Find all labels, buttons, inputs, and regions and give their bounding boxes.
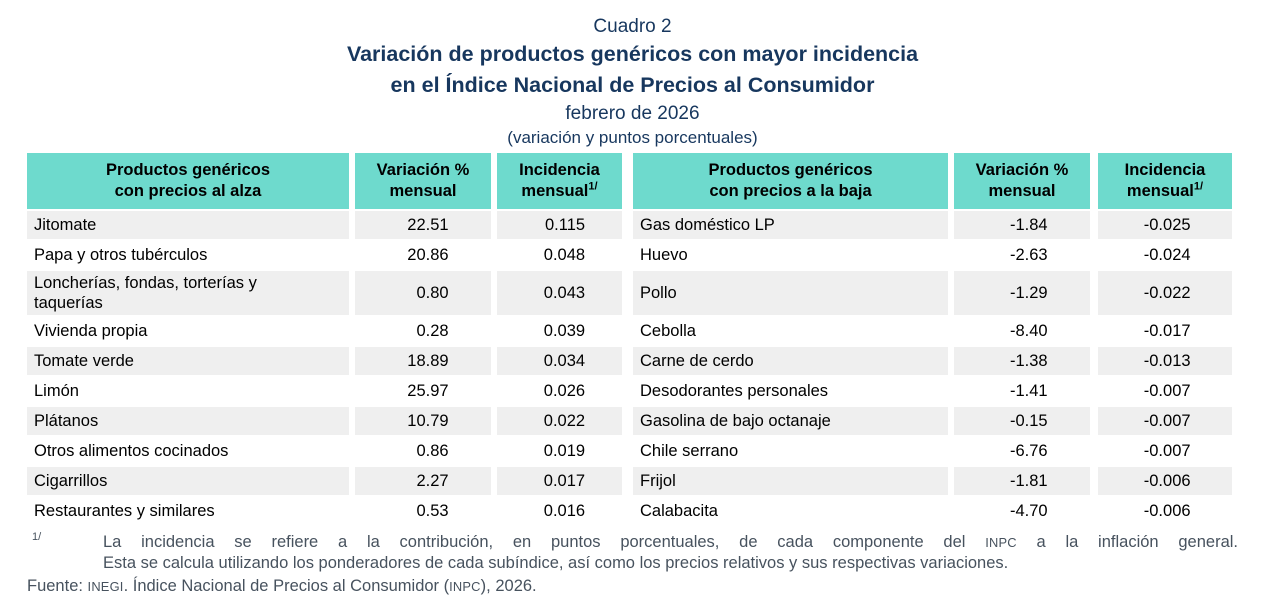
table-row: Plátanos 10.79 0.022 Gasolina de bajo oc… xyxy=(27,407,1232,436)
incidence-down: -0.017 xyxy=(1143,321,1191,340)
table-row: Limón 25.97 0.026 Desodorantes personale… xyxy=(27,377,1232,405)
incidence-down: -0.024 xyxy=(1143,245,1191,264)
product-name-down: Pollo xyxy=(633,271,948,316)
product-name-up: Vivienda propia xyxy=(34,322,148,341)
product-name-up: Jitomate xyxy=(27,211,349,240)
variation-up: 25.97 xyxy=(407,381,449,400)
variation-up: 20.86 xyxy=(407,245,449,264)
footnote-text: La incidencia se refiere a la contribuci… xyxy=(27,532,1238,574)
incidence-up: 0.017 xyxy=(497,467,622,496)
incidence-up: 0.039 xyxy=(543,321,586,340)
table-header-row: Productos genéricos con precios al alza … xyxy=(27,153,1232,210)
page-title-line1: Variación de productos genéricos con may… xyxy=(346,41,919,66)
incidence-up: 0.026 xyxy=(543,381,586,400)
incidence-down: -0.007 xyxy=(1143,381,1191,400)
units-label: (variación y puntos porcentuales) xyxy=(507,127,758,147)
variation-up: 2.27 xyxy=(355,467,491,496)
variation-up: 0.80 xyxy=(355,271,491,316)
table-row: Vivienda propia 0.28 0.039 Cebolla -8.40… xyxy=(27,317,1232,345)
product-name-up: Otros alimentos cocinados xyxy=(34,442,229,461)
page-title-line2: en el Índice Nacional de Precios al Cons… xyxy=(390,72,875,97)
product-name-up: Limón xyxy=(34,382,79,401)
product-name-up: Papa y otros tubérculos xyxy=(34,245,208,264)
product-name-down: Calabacita xyxy=(640,502,718,521)
incidence-down: -0.007 xyxy=(1143,441,1191,460)
product-name-up: Loncherías, fondas, torterías y taquería… xyxy=(27,271,349,316)
header-incidencia-baja: Incidencia mensual1/ xyxy=(1098,153,1232,210)
header-variacion-alza: Variación % mensual xyxy=(355,153,491,210)
variation-down: -8.40 xyxy=(1009,321,1048,340)
footnote-line2: Esta se calcula utilizando los ponderado… xyxy=(103,554,1009,573)
incidence-up: 0.034 xyxy=(497,347,622,376)
product-name-down: Chile serrano xyxy=(640,442,739,461)
header-productos-alza: Productos genéricos con precios al alza xyxy=(27,153,349,210)
product-name-down: Frijol xyxy=(633,467,948,496)
header-productos-baja: Productos genéricos con precios a la baj… xyxy=(633,153,948,210)
header-incidencia-alza: Incidencia mensual1/ xyxy=(497,153,622,210)
incidence-down: -0.013 xyxy=(1098,347,1232,376)
title-block: Cuadro 2 Variación de productos genérico… xyxy=(0,15,1265,148)
variation-up: 0.53 xyxy=(416,501,449,520)
footnote-line1: La incidencia se refiere a la contribuci… xyxy=(103,533,1238,552)
variation-up: 18.89 xyxy=(355,347,491,376)
variation-down: -1.41 xyxy=(1009,381,1048,400)
incidence-up: 0.022 xyxy=(497,407,622,436)
data-table: Productos genéricos con precios al alza … xyxy=(27,153,1232,525)
variation-down: -0.15 xyxy=(954,407,1090,436)
product-name-down: Huevo xyxy=(640,245,688,264)
incidence-up: 0.019 xyxy=(543,441,586,460)
variation-down: -6.76 xyxy=(1009,441,1048,460)
product-name-down: Cebolla xyxy=(640,322,696,341)
product-name-down: Carne de cerdo xyxy=(633,347,948,376)
page: Cuadro 2 Variación de productos genérico… xyxy=(0,15,1265,596)
variation-up: 0.28 xyxy=(416,321,449,340)
product-name-down: Gasolina de bajo octanaje xyxy=(633,407,948,436)
variation-down: -1.29 xyxy=(954,271,1090,316)
table-number: Cuadro 2 xyxy=(593,16,672,37)
source-line: Fuente: INEGI. Índice Nacional de Precio… xyxy=(27,576,537,595)
table-row: Restaurantes y similares 0.53 0.016 Cala… xyxy=(27,497,1232,525)
incidence-down: -0.022 xyxy=(1098,271,1232,316)
incidence-down: -0.006 xyxy=(1143,501,1191,520)
product-name-up: Tomate verde xyxy=(27,347,349,376)
incidence-up: 0.048 xyxy=(543,245,586,264)
incidence-down: -0.025 xyxy=(1098,211,1232,240)
product-name-up: Plátanos xyxy=(27,407,349,436)
table-row: Otros alimentos cocinados 0.86 0.019 Chi… xyxy=(27,437,1232,465)
product-name-up: Cigarrillos xyxy=(27,467,349,496)
variation-down: -1.38 xyxy=(954,347,1090,376)
variation-down: -4.70 xyxy=(1009,501,1048,520)
half-gap xyxy=(622,153,633,209)
incidence-down: -0.006 xyxy=(1098,467,1232,496)
table-row: Loncherías, fondas, torterías y taquería… xyxy=(27,271,1232,316)
footnote-block: 1/ La incidencia se refiere a la contrib… xyxy=(27,531,1238,596)
incidence-up: 0.115 xyxy=(497,211,622,240)
variation-up: 10.79 xyxy=(355,407,491,436)
period-label: febrero de 2026 xyxy=(565,103,700,125)
table-row: Tomate verde 18.89 0.034 Carne de cerdo … xyxy=(27,347,1232,376)
column-separator xyxy=(1090,153,1098,209)
incidence-down: -0.007 xyxy=(1098,407,1232,436)
incidence-up: 0.016 xyxy=(543,501,586,520)
footnote-ref-icon: 1/ xyxy=(588,180,598,193)
footnote-marker: 1/ xyxy=(32,531,42,544)
variation-up: 22.51 xyxy=(355,211,491,240)
product-name-down: Gas doméstico LP xyxy=(633,211,948,240)
variation-down: -1.84 xyxy=(954,211,1090,240)
variation-up: 0.86 xyxy=(416,441,449,460)
table-row: Cigarrillos 2.27 0.017 Frijol -1.81 -0.0… xyxy=(27,467,1232,496)
table-row: Jitomate 22.51 0.115 Gas doméstico LP -1… xyxy=(27,211,1232,240)
incidence-up: 0.043 xyxy=(497,271,622,316)
product-name-up: Restaurantes y similares xyxy=(34,502,215,521)
variation-down: -2.63 xyxy=(1009,245,1048,264)
product-name-down: Desodorantes personales xyxy=(640,382,829,401)
header-variacion-baja: Variación % mensual xyxy=(954,153,1090,210)
footnote-ref-icon: 1/ xyxy=(1193,180,1204,193)
variation-down: -1.81 xyxy=(954,467,1090,496)
table-row: Papa y otros tubérculos 20.86 0.048 Huev… xyxy=(27,241,1232,269)
